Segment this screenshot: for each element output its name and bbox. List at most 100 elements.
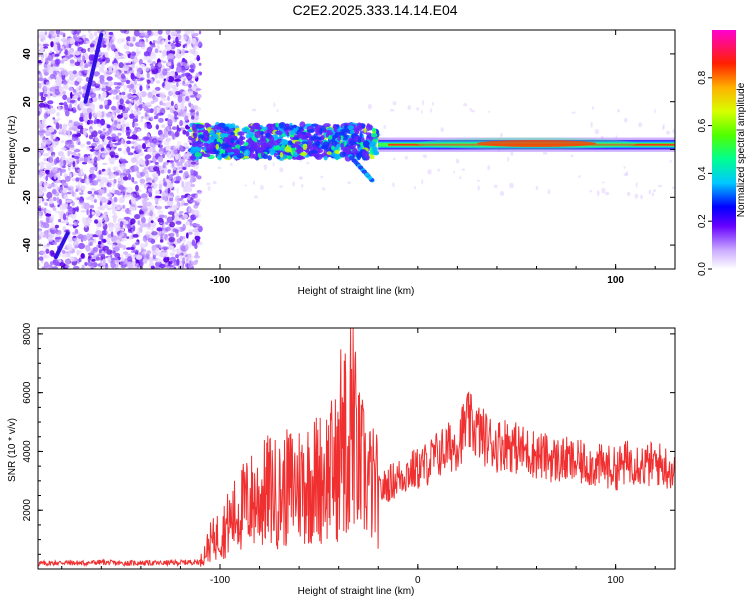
signal-tail (364, 172, 370, 177)
faint-blob (383, 124, 386, 129)
noise-blob (111, 203, 116, 208)
noise-blob (79, 157, 86, 162)
spectrogram-y-tick-label: 20 (22, 96, 33, 108)
noise-blob (139, 213, 145, 218)
faint-blob (379, 133, 382, 136)
noise-blob (145, 159, 149, 167)
signal-blob (275, 122, 279, 128)
noise-blob (161, 246, 169, 250)
noise-blob (169, 221, 176, 228)
noise-blob (61, 128, 68, 136)
noise-blob (147, 237, 155, 243)
noise-blob (182, 239, 186, 243)
noise-blob (96, 178, 101, 182)
noise-blob (54, 58, 61, 65)
noise-blob (106, 112, 113, 118)
noise-blob (38, 185, 43, 191)
signal-blob (267, 155, 273, 161)
noise-blob (132, 122, 139, 127)
noise-blob (79, 102, 85, 110)
noise-blob (47, 236, 54, 242)
colorbar: 0.0 0.2 0.4 0.6 0.8 Normalized spectral ampl… (697, 30, 747, 276)
noise-blob (123, 84, 128, 92)
noise-blob (131, 176, 135, 183)
noise-blob (137, 144, 143, 150)
faint-blob (432, 102, 434, 106)
signal-blob (194, 152, 202, 158)
signal-blob (225, 142, 229, 148)
noise-blob (58, 218, 62, 223)
noise-blob (128, 210, 132, 215)
noise-blob (118, 95, 122, 99)
noise-blob (43, 77, 47, 82)
noise-blob (95, 230, 103, 236)
noise-blob (81, 34, 87, 38)
faint-blob (392, 157, 396, 161)
noise-blob (115, 239, 121, 244)
spectrogram-x-tick-label: 100 (607, 275, 624, 286)
noise-blob (104, 51, 109, 58)
noise-blob (72, 89, 77, 93)
signal-blob (290, 130, 295, 136)
noise-blob (96, 30, 101, 34)
noise-blob (139, 158, 144, 164)
signal-blob (347, 125, 355, 130)
signal-blob (272, 140, 280, 146)
noise-blob (98, 170, 102, 175)
faint-blob (420, 109, 423, 115)
noise-blob (47, 54, 54, 61)
noise-blob (105, 236, 111, 242)
noise-blob (113, 223, 120, 230)
noise-blob (194, 213, 202, 219)
noise-blob (45, 248, 50, 254)
noise-blob (151, 152, 156, 156)
noise-blob (187, 254, 194, 260)
snr-x-label: Height of straight line (km) (298, 586, 415, 597)
noise-blob (78, 257, 82, 263)
noise-blob (146, 46, 153, 54)
noise-blob (196, 57, 201, 61)
signal-blob (362, 150, 369, 158)
noise-blob (108, 225, 114, 233)
noise-blob (91, 43, 95, 48)
noise-blob (43, 46, 48, 49)
noise-blob (162, 164, 166, 169)
noise-blob (106, 124, 111, 129)
signal-blob (294, 134, 298, 138)
noise-blob (155, 195, 162, 199)
noise-blob (38, 222, 42, 228)
noise-blob (184, 172, 189, 178)
noise-blob (126, 140, 132, 145)
noise-blob (191, 115, 195, 120)
noise-blob (165, 221, 169, 225)
signal-blob (233, 136, 237, 140)
noise-blob (174, 131, 180, 138)
noise-blob (106, 99, 112, 106)
noise-blob (184, 163, 188, 168)
noise-blob (147, 188, 154, 193)
noise-blob (38, 130, 46, 134)
signal-blob (346, 145, 355, 149)
noise-blob (97, 80, 100, 85)
noise-blob (70, 30, 75, 34)
noise-blob (57, 105, 61, 109)
noise-blob (176, 258, 180, 266)
signal-blob (241, 127, 250, 133)
signal-blob (243, 149, 251, 157)
noise-blob (140, 171, 146, 177)
noise-blob (114, 155, 119, 158)
spectrogram-y-label: Frequency (Hz) (7, 116, 18, 185)
noise-blob (100, 118, 105, 126)
noise-blob (155, 124, 159, 130)
noise-blob (72, 70, 78, 75)
noise-blob (87, 190, 93, 195)
noise-blob (131, 134, 138, 140)
signal-blob (230, 123, 236, 129)
noise-blob (149, 210, 153, 217)
noise-blob (126, 136, 133, 139)
noise-blob (96, 151, 101, 155)
faint-blob (217, 166, 222, 169)
noise-blob (127, 229, 133, 233)
noise-blob (145, 223, 152, 228)
signal-blob (248, 153, 255, 159)
